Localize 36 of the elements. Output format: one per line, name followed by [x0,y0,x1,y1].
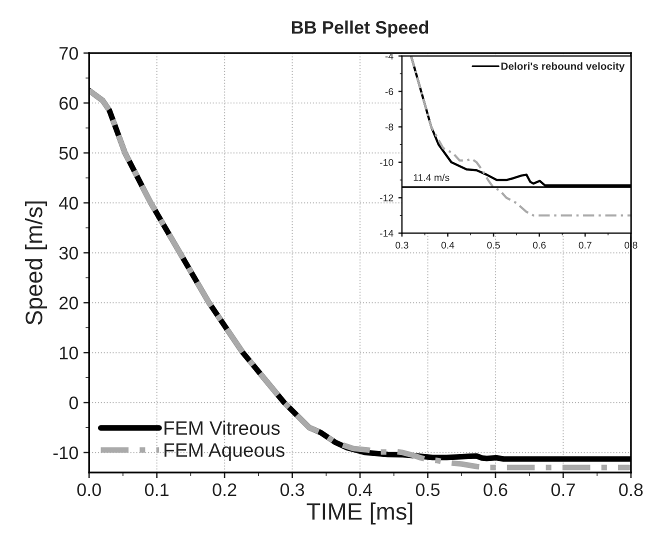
y-axis-title: Speed [m/s] [25,201,48,325]
y-tick-label: 40 [59,196,78,210]
x-tick-label: 0.1 [144,483,168,496]
y-tick-label: 70 [60,47,78,60]
y-tick-label: 60 [60,96,78,110]
y-tick-label: -4 [385,52,394,60]
x-tick-label: 0.6 [484,483,508,496]
y-tick-label: -6 [385,88,394,96]
x-tick-label: 0.6 [532,242,546,249]
y-tick-label: -10 [53,446,78,460]
x-tick-label: 0.3 [280,483,304,496]
y-tick-label: -10 [380,159,394,166]
x-tick-label: 0.0 [77,483,101,496]
annotation: 11.4 m/s [414,174,450,182]
y-tick-label: -12 [380,194,394,202]
x-tick-label: 0.4 [441,242,454,249]
y-tick-label: 30 [59,246,78,260]
legend-label: FEM Aqueous [164,443,284,461]
legend-label: FEM Vitreous [164,420,280,435]
x-axis-title: TIME [ms] [306,502,412,525]
legend-label: Delori's rebound velocity [501,62,625,72]
y-tick-label: -14 [380,230,394,237]
y-tick-label: 50 [59,146,78,160]
x-tick-label: 0.8 [619,483,643,496]
y-tick-label: 0 [69,396,78,410]
x-tick-label: 0.4 [348,483,372,496]
x-tick-label: 0.2 [212,483,236,496]
y-tick-label: -8 [385,124,394,130]
y-tick-label: 20 [60,296,78,310]
x-tick-label: 0.7 [578,242,592,249]
y-tick-label: 10 [60,346,78,360]
x-tick-label: 0.7 [551,483,575,496]
x-tick-label: 0.3 [396,242,408,249]
x-tick-label: 0.5 [416,483,440,496]
chart-title: BB Pellet Speed [292,20,428,38]
x-tick-label: 0.5 [487,242,500,249]
